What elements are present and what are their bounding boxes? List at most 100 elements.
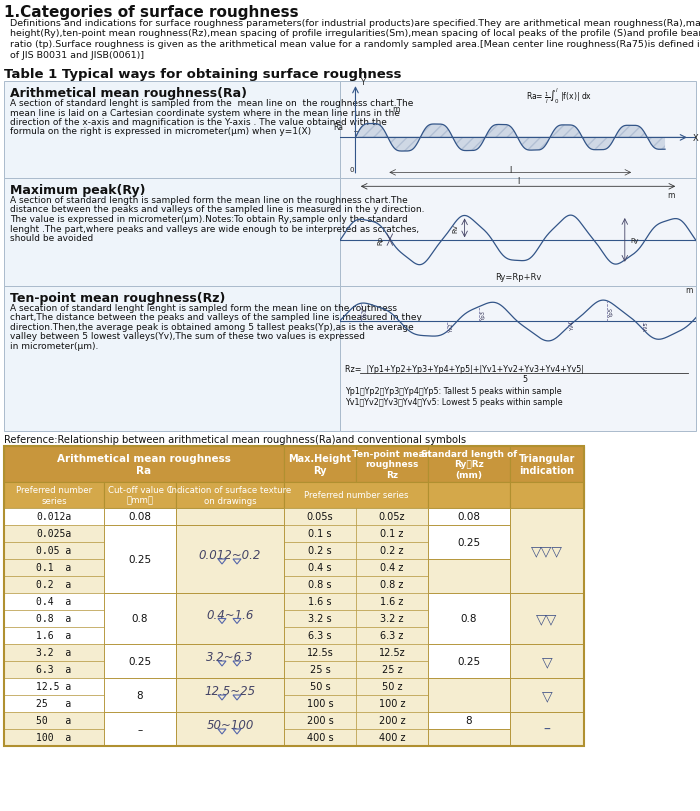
Text: Ra= $\frac{1}{l}\int_0^l$ |f(x)| dx: Ra= $\frac{1}{l}\int_0^l$ |f(x)| dx bbox=[526, 86, 592, 106]
Text: Yv4: Yv4 bbox=[570, 320, 575, 329]
Bar bbox=[510, 508, 584, 594]
Bar bbox=[284, 729, 356, 746]
Bar bbox=[428, 729, 510, 746]
Bar bbox=[284, 678, 356, 695]
Text: 0.012a: 0.012a bbox=[36, 512, 71, 521]
Bar bbox=[428, 560, 510, 594]
Text: 12.5z: 12.5z bbox=[379, 648, 405, 658]
Text: 0.8  a: 0.8 a bbox=[36, 614, 71, 624]
Text: ▽: ▽ bbox=[542, 654, 552, 668]
Bar bbox=[284, 695, 356, 712]
Bar bbox=[4, 729, 104, 746]
Text: 0.012~0.2: 0.012~0.2 bbox=[199, 549, 261, 562]
Bar bbox=[4, 560, 104, 577]
Bar bbox=[104, 483, 176, 508]
Text: 0.4  a: 0.4 a bbox=[36, 597, 71, 607]
Bar bbox=[340, 82, 696, 178]
Bar bbox=[176, 644, 284, 678]
Text: A section of standard length is sampled form the mean line on the roughness char: A section of standard length is sampled … bbox=[10, 195, 407, 204]
Text: 8: 8 bbox=[136, 690, 144, 700]
Bar bbox=[510, 644, 584, 678]
Text: 0.2  a: 0.2 a bbox=[36, 580, 71, 590]
Text: Triangular
indication: Triangular indication bbox=[519, 453, 575, 475]
Bar bbox=[4, 577, 104, 594]
Text: Reference:Relationship between arithmetical mean roughness(Ra)and conventional s: Reference:Relationship between arithmeti… bbox=[4, 435, 466, 444]
Bar bbox=[4, 446, 584, 746]
Text: 100 s: 100 s bbox=[307, 698, 333, 709]
Bar bbox=[356, 644, 428, 661]
Text: Ra: Ra bbox=[333, 123, 343, 132]
Text: 50   a: 50 a bbox=[36, 715, 71, 726]
Bar bbox=[4, 594, 104, 610]
Text: 0.05z: 0.05z bbox=[379, 512, 405, 521]
Text: A section of standard lenght is sampled from the  mean line on  the roughness ch: A section of standard lenght is sampled … bbox=[10, 99, 414, 108]
Text: 0.8 s: 0.8 s bbox=[308, 580, 332, 590]
Bar bbox=[4, 661, 104, 678]
Text: 12.5s: 12.5s bbox=[307, 648, 333, 658]
Text: 8: 8 bbox=[466, 715, 472, 726]
Text: mean line is laid on a Cartesian coordinate system where in the mean line runs i: mean line is laid on a Cartesian coordin… bbox=[10, 109, 400, 118]
Bar bbox=[428, 446, 510, 483]
Text: direction.Then,the average peak is obtained among 5 tallest peaks(Yp),as is the : direction.Then,the average peak is obtai… bbox=[10, 323, 414, 332]
Text: 400 s: 400 s bbox=[307, 732, 333, 743]
Bar bbox=[4, 483, 104, 508]
Text: 1.6  a: 1.6 a bbox=[36, 631, 71, 641]
Bar bbox=[356, 543, 428, 560]
Text: 0.05 a: 0.05 a bbox=[36, 546, 71, 556]
Bar bbox=[510, 483, 584, 508]
Text: 0.2 z: 0.2 z bbox=[380, 546, 404, 556]
Text: 0.2 s: 0.2 s bbox=[308, 546, 332, 556]
Text: 25 z: 25 z bbox=[382, 665, 402, 675]
Text: –: – bbox=[137, 724, 143, 734]
Text: X: X bbox=[693, 134, 699, 143]
Text: ▽▽: ▽▽ bbox=[536, 611, 558, 626]
Bar bbox=[356, 712, 428, 729]
Text: 1.6 z: 1.6 z bbox=[380, 597, 404, 607]
Text: 0.25: 0.25 bbox=[128, 656, 152, 666]
Bar bbox=[284, 644, 356, 661]
Text: Max.Height
Ry: Max.Height Ry bbox=[288, 453, 351, 475]
Text: in micrometer(μm).: in micrometer(μm). bbox=[10, 341, 99, 350]
Bar bbox=[176, 483, 284, 508]
Bar bbox=[104, 526, 176, 594]
Bar bbox=[104, 594, 176, 644]
Bar bbox=[284, 526, 356, 543]
Text: 12.5 a: 12.5 a bbox=[36, 682, 71, 692]
Text: 3.2 s: 3.2 s bbox=[308, 614, 332, 624]
Text: 0.4~1.6: 0.4~1.6 bbox=[206, 608, 253, 621]
Text: Arithmetical mean roughness(Ra): Arithmetical mean roughness(Ra) bbox=[10, 87, 247, 100]
Text: m: m bbox=[393, 105, 400, 114]
Text: Yv1、Yv2、Yv3、Yv4、Yv5: Lowest 5 peaks within sample: Yv1、Yv2、Yv3、Yv4、Yv5: Lowest 5 peaks with… bbox=[345, 397, 563, 406]
Text: 1.6 s: 1.6 s bbox=[308, 597, 332, 607]
Bar bbox=[4, 543, 104, 560]
Text: Arithmetical mean roughness
Ra: Arithmetical mean roughness Ra bbox=[57, 453, 231, 475]
Text: 0.08: 0.08 bbox=[129, 512, 151, 521]
Text: m: m bbox=[685, 285, 693, 294]
Text: 100 z: 100 z bbox=[379, 698, 405, 709]
Text: 50~100: 50~100 bbox=[206, 719, 253, 732]
Bar bbox=[176, 712, 284, 746]
Text: m: m bbox=[668, 191, 675, 200]
Text: 25 s: 25 s bbox=[309, 665, 330, 675]
Text: A secation of standard lenght lenght is sampled form the mean line on the routhn: A secation of standard lenght lenght is … bbox=[10, 303, 397, 312]
Bar bbox=[4, 286, 340, 431]
Bar bbox=[356, 695, 428, 712]
Text: Yv5: Yv5 bbox=[645, 320, 650, 330]
Text: The value is expressed in micrometer(μm).Notes:To obtain Ry,sample only the stan: The value is expressed in micrometer(μm)… bbox=[10, 215, 407, 224]
Bar bbox=[4, 678, 104, 695]
Text: 0.8: 0.8 bbox=[461, 614, 477, 624]
Text: Indication of surface texture
on drawings: Indication of surface texture on drawing… bbox=[169, 486, 291, 505]
Bar bbox=[4, 695, 104, 712]
Text: 50 z: 50 z bbox=[382, 682, 402, 692]
Text: 3.2~6.3: 3.2~6.3 bbox=[206, 650, 253, 663]
Bar bbox=[284, 508, 356, 526]
Text: 3.2  a: 3.2 a bbox=[36, 648, 71, 658]
Bar bbox=[356, 577, 428, 594]
Bar bbox=[356, 610, 428, 627]
Bar bbox=[340, 286, 696, 431]
Text: 0.025a: 0.025a bbox=[36, 529, 71, 539]
Text: –: – bbox=[544, 722, 550, 736]
Bar bbox=[356, 526, 428, 543]
Text: l: l bbox=[517, 177, 519, 186]
Text: 0.25: 0.25 bbox=[128, 554, 152, 564]
